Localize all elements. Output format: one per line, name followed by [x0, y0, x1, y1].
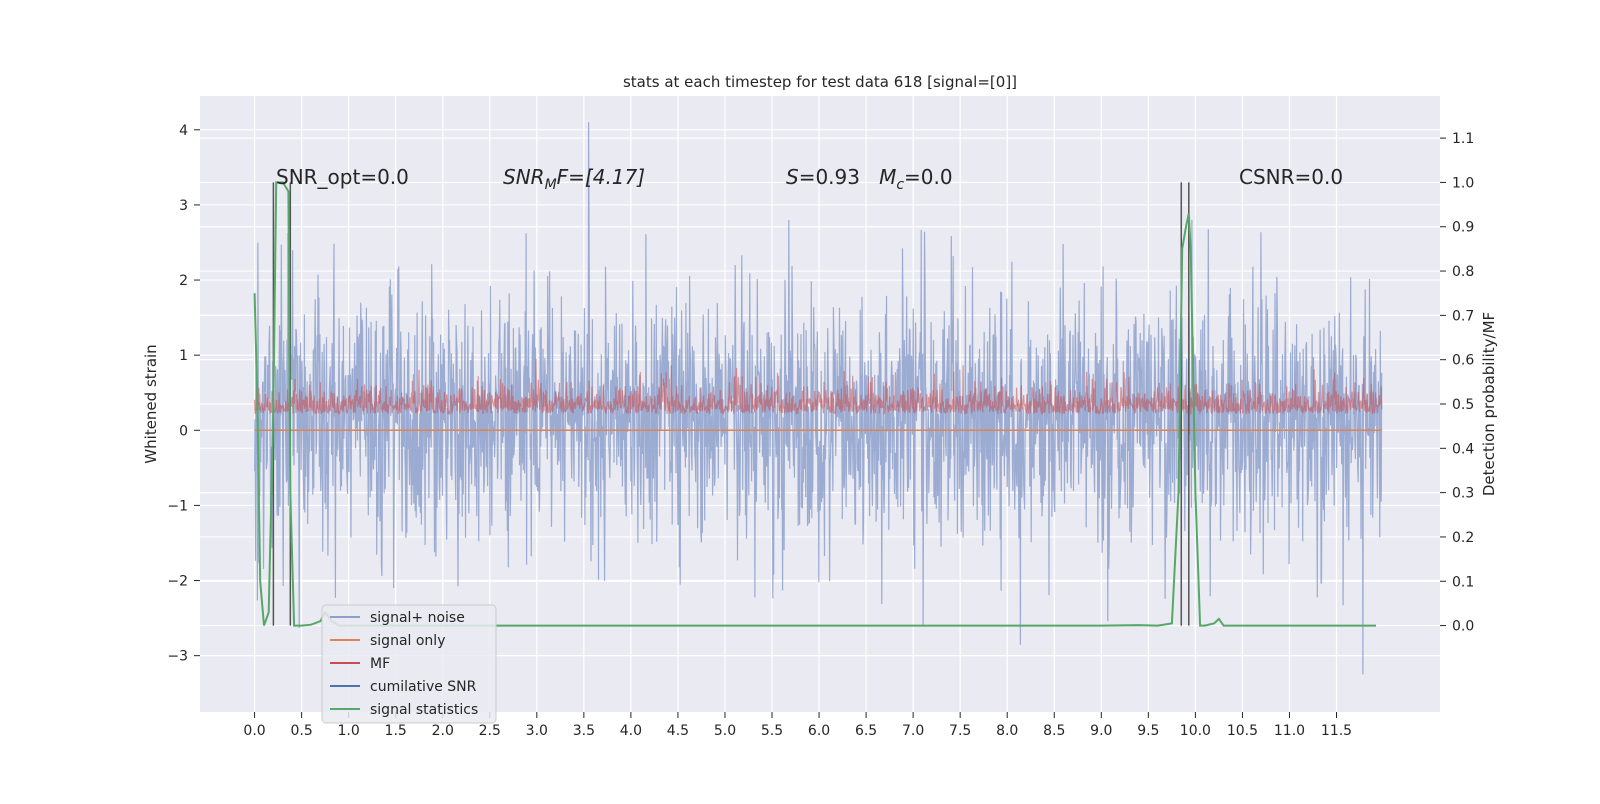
x-tick-label: 4.5	[667, 723, 689, 739]
x-tick-label: 3.0	[526, 723, 548, 739]
x-tick-label: 6.0	[808, 723, 830, 739]
x-tick-label: 7.5	[949, 723, 971, 739]
y2-axis-label: Detection probability/MF	[1480, 312, 1498, 496]
y2-tick-label: 0.0	[1452, 619, 1474, 635]
x-tick-label: 3.5	[573, 723, 595, 739]
x-tick-label: 8.0	[996, 723, 1018, 739]
y-tick-label: 2	[179, 273, 188, 289]
legend-label-signal-only: signal only	[370, 633, 445, 649]
x-tick-label: 11.0	[1274, 723, 1305, 739]
y2-tick-label: 0.8	[1452, 264, 1474, 280]
x-ticks: 0.0 0.5 1.0 1.5 2.0 2.5 3.0 3.5 4.0 4.5 5.0 5.5 6.0 6…	[243, 712, 1352, 739]
x-tick-label: 8.5	[1043, 723, 1065, 739]
x-tick-label: 7.0	[902, 723, 924, 739]
y2-tick-label: 0.7	[1452, 308, 1474, 324]
x-tick-label: 11.5	[1321, 723, 1352, 739]
y2-ticks: 0.0 0.1 0.2 0.3 0.4 0.5 0.6 0.7 0.8 0.9 1.0 1.1	[1440, 131, 1474, 635]
y2-tick-label: 0.9	[1452, 220, 1474, 236]
y2-tick-label: 0.1	[1452, 574, 1474, 590]
y2-tick-label: 0.6	[1452, 353, 1474, 369]
annotation-s-mc: S=0.93 Mc=0.0	[786, 165, 953, 193]
x-tick-label: 0.0	[243, 723, 265, 739]
chart-title: stats at each timestep for test data 618…	[623, 73, 1017, 91]
x-tick-label: 9.0	[1090, 723, 1112, 739]
y-tick-label: −3	[167, 649, 188, 665]
y-tick-label: −2	[167, 574, 188, 590]
x-tick-label: 1.0	[338, 723, 360, 739]
x-tick-label: 5.5	[761, 723, 783, 739]
annotation-csnr: CSNR=0.0	[1239, 165, 1343, 189]
y-axis-label: Whitened strain	[142, 344, 160, 463]
x-tick-label: 5.0	[714, 723, 736, 739]
legend-label-signal-statistics: signal statistics	[370, 702, 478, 718]
annotation-snr-opt: SNR_opt=0.0	[276, 165, 409, 189]
x-tick-label: 0.5	[290, 723, 312, 739]
x-tick-label: 1.5	[385, 723, 407, 739]
legend-box	[321, 604, 497, 724]
legend-label-mf: MF	[370, 656, 390, 672]
y-tick-label: 0	[179, 423, 188, 439]
x-tick-label: 9.5	[1137, 723, 1159, 739]
x-tick-label: 4.0	[620, 723, 642, 739]
y-tick-label: 1	[179, 348, 188, 364]
y2-tick-label: 1.1	[1452, 131, 1474, 147]
x-tick-label: 6.5	[855, 723, 877, 739]
legend-label-signal-plus-noise: signal+ noise	[370, 610, 465, 626]
x-tick-label: 10.5	[1227, 723, 1258, 739]
series-signal-statistics	[253, 181, 1376, 627]
x-tick-label: 2.5	[479, 723, 501, 739]
y-ticks: 4 3 2 1 0 −1 −2 −3	[167, 123, 200, 665]
legend-label-cumilative-snr: cumilative SNR	[370, 679, 477, 695]
y2-tick-label: 1.0	[1452, 175, 1474, 191]
y2-tick-label: 0.2	[1452, 530, 1474, 546]
y2-tick-label: 0.5	[1452, 397, 1474, 413]
annotation-snr-mf: SNRMF=[4.17]	[503, 165, 645, 193]
x-tick-label: 2.0	[432, 723, 454, 739]
x-tick-label: 10.0	[1180, 723, 1211, 739]
y-tick-label: 4	[179, 123, 188, 139]
y-tick-label: 3	[179, 198, 188, 214]
y-tick-label: −1	[167, 498, 188, 514]
legend: signal+ noise signal only MF cumilative …	[321, 604, 497, 724]
y2-tick-label: 0.3	[1452, 486, 1474, 502]
y2-tick-label: 0.4	[1452, 441, 1474, 457]
